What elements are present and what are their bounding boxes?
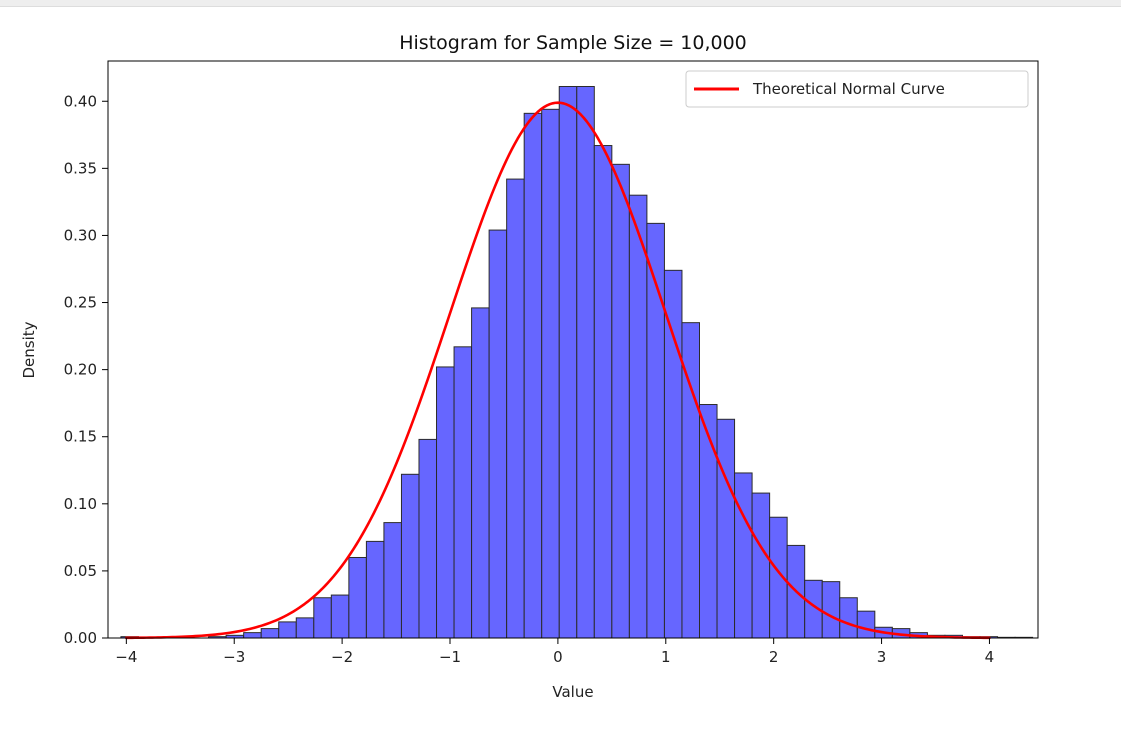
- y-tick-label: 0.15: [64, 428, 97, 446]
- histogram-bar: [523, 112, 543, 639]
- y-tick-label: 0.10: [64, 495, 97, 513]
- histogram-bar: [295, 617, 315, 639]
- histogram-bar: [839, 597, 858, 639]
- histogram-bar: [365, 540, 385, 639]
- histogram-bar: [856, 610, 876, 639]
- x-axis-title: Value: [552, 683, 593, 701]
- histogram-bar: [383, 522, 402, 639]
- histogram-bar: [453, 346, 473, 639]
- x-tick-label: −3: [223, 648, 245, 666]
- histogram-bar: [821, 581, 841, 639]
- histogram-bars: [120, 85, 1034, 639]
- x-tick-label: 2: [769, 648, 779, 666]
- chart-title: Histogram for Sample Size = 10,000: [399, 32, 747, 54]
- y-tick-label: 0.40: [64, 92, 97, 110]
- histogram-bar: [558, 85, 578, 639]
- legend-label-normal-curve: Theoretical Normal Curve: [752, 80, 945, 98]
- x-tick-label: 4: [985, 648, 995, 666]
- y-tick-label: 0.20: [64, 361, 97, 379]
- histogram-bar: [716, 418, 736, 639]
- y-tick-label: 0.00: [64, 629, 97, 647]
- histogram-bar: [260, 628, 280, 639]
- histogram-bar: [541, 108, 560, 639]
- histogram-bar: [436, 366, 455, 639]
- y-tick-label: 0.30: [64, 226, 97, 244]
- histogram-bar: [330, 594, 350, 639]
- normal-curve-line: [125, 101, 991, 640]
- histogram-bar: [278, 621, 297, 639]
- histogram-bar: [418, 438, 438, 639]
- histogram-bar: [698, 404, 718, 639]
- y-axis-title: Density: [20, 321, 38, 378]
- histogram-bar: [471, 307, 490, 639]
- histogram-bar: [400, 473, 420, 639]
- x-tick-label: −2: [331, 648, 353, 666]
- x-tick-label: 1: [661, 648, 671, 666]
- x-axis-ticks: −4 −3 −2 −1 0 1 2 3 4: [115, 638, 994, 666]
- x-tick-label: 3: [877, 648, 887, 666]
- normal-curve-layer: [125, 101, 991, 640]
- y-tick-label: 0.35: [64, 159, 97, 177]
- plot-frame: [107, 60, 1039, 639]
- histogram-bar: [243, 632, 262, 639]
- histogram-bar: [628, 194, 648, 639]
- legend: Theoretical Normal Curve: [685, 70, 1029, 108]
- notebook-output-top-border: [0, 0, 1121, 7]
- x-tick-label: 0: [553, 648, 563, 666]
- x-tick-label: −4: [115, 648, 137, 666]
- histogram-bar: [734, 472, 753, 639]
- histogram-bar: [663, 269, 683, 639]
- histogram-bar: [611, 163, 630, 639]
- y-tick-label: 0.25: [64, 294, 97, 312]
- x-tick-label: −1: [439, 648, 461, 666]
- histogram-bar: [593, 145, 613, 639]
- legend-box: [685, 70, 1029, 108]
- histogram-bar: [313, 597, 332, 639]
- histogram-bar: [488, 229, 508, 639]
- histogram-bar: [506, 178, 525, 639]
- y-axis-ticks: 0.00 0.05 0.10 0.15 0.20 0.25 0.30 0.35 0.40: [64, 92, 108, 647]
- histogram-bar: [576, 85, 595, 639]
- histogram-bar: [348, 556, 367, 639]
- y-tick-label: 0.05: [64, 562, 97, 580]
- histogram-bar: [751, 492, 771, 639]
